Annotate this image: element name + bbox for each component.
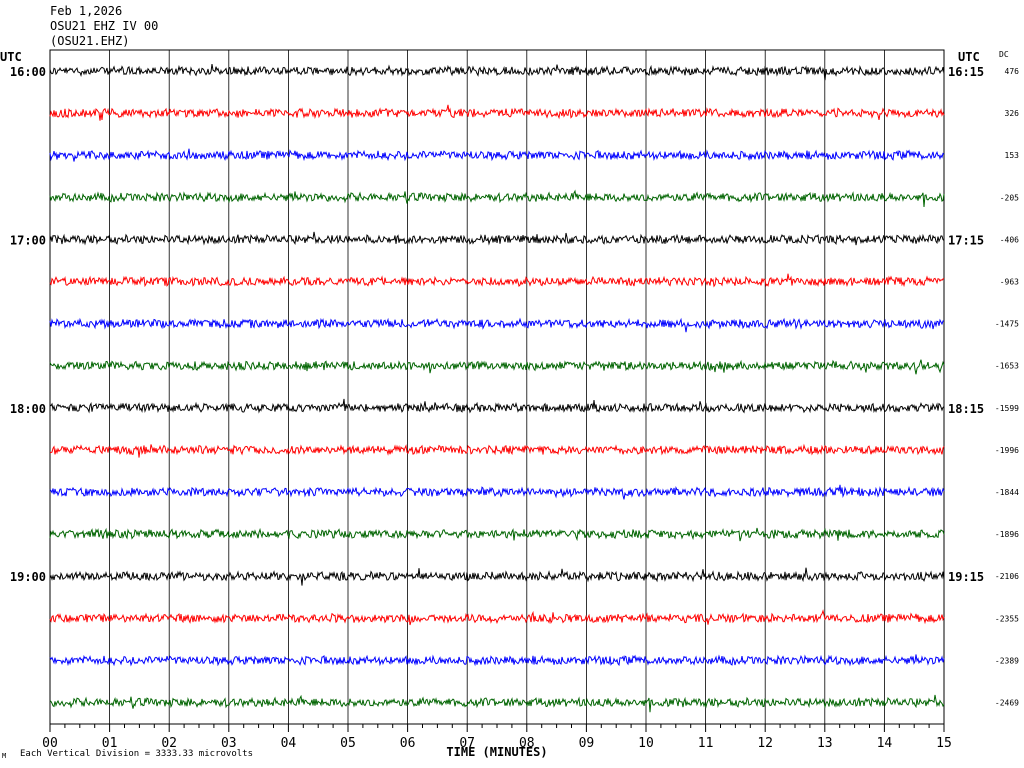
dc-offset-label: -2355 <box>995 614 1019 623</box>
right-utc-label: UTC <box>958 50 980 64</box>
trace-6 <box>49 273 945 288</box>
dc-offset-label: -2469 <box>995 699 1019 708</box>
labels: 00 01 02 03 04 05 06 07 08 09 10 11 12 13 14 15 TIME (MI… <box>10 65 1019 759</box>
trace-3 <box>49 148 945 162</box>
trace-13 <box>49 567 945 586</box>
trace-5 <box>49 231 945 246</box>
tick-label-10: 10 <box>638 736 654 751</box>
right-time-label: 19:15 <box>948 570 984 584</box>
x-axis-label: TIME (MINUTES) <box>446 745 547 759</box>
tick-label-01: 01 <box>102 736 118 751</box>
dc-offset-label: -2389 <box>995 656 1019 665</box>
trace-12 <box>49 527 945 542</box>
right-time-label: 16:15 <box>948 65 984 79</box>
dc-offset-label: 153 <box>1005 151 1020 160</box>
traces <box>49 64 945 713</box>
tick-label-15: 15 <box>936 736 952 751</box>
trace-16 <box>49 694 945 713</box>
tick-label-14: 14 <box>877 736 893 751</box>
trace-4 <box>49 189 945 208</box>
tick-label-06: 06 <box>400 736 416 751</box>
dc-offset-label: -2106 <box>995 572 1019 581</box>
trace-2 <box>49 104 945 121</box>
left-time-label: 17:00 <box>10 233 46 247</box>
footer-note: Each Vertical Division = 3333.33 microvo… <box>20 749 253 759</box>
trace-14 <box>49 609 945 626</box>
dc-offset-label: -963 <box>1000 278 1019 287</box>
dc-offset-label: -1599 <box>995 404 1019 413</box>
tick-label-08: 08 <box>519 736 535 751</box>
header-station: OSU21 EHZ IV 00 <box>50 19 159 33</box>
trace-1 <box>49 64 945 81</box>
dc-offset-label: -406 <box>1000 235 1019 244</box>
tick-label-07: 07 <box>459 736 475 751</box>
header-date: Feb 1,2026 <box>50 4 123 18</box>
trace-10 <box>49 443 945 458</box>
dc-label: DC <box>999 50 1009 59</box>
grid <box>49 49 945 732</box>
dc-offset-label: -1653 <box>995 362 1019 371</box>
left-utc-label: UTC <box>0 50 22 64</box>
trace-7 <box>49 317 945 333</box>
header-channel: (OSU21.EHZ) <box>50 34 130 48</box>
tick-label-09: 09 <box>579 736 595 751</box>
dc-offset-label: -1475 <box>995 320 1019 329</box>
tick-label-03: 03 <box>221 736 237 751</box>
trace-8 <box>49 359 945 375</box>
dc-offset-label: -1844 <box>995 488 1019 497</box>
right-time-label: 17:15 <box>948 233 984 247</box>
left-time-label: 16:00 <box>10 65 46 79</box>
trace-11 <box>49 484 945 500</box>
left-time-label: 19:00 <box>10 570 46 584</box>
left-time-label: 18:00 <box>10 402 46 416</box>
footer-mark: M <box>2 752 7 760</box>
right-time-label: 18:15 <box>948 402 984 416</box>
dc-offset-label: -205 <box>1000 193 1019 202</box>
tick-label-04: 04 <box>281 736 297 751</box>
tick-label-12: 12 <box>757 736 773 751</box>
tick-label-13: 13 <box>817 736 833 751</box>
dc-offset-label: -1996 <box>995 446 1019 455</box>
tick-label-00: 00 <box>42 736 58 751</box>
trace-9 <box>49 398 945 414</box>
tick-label-11: 11 <box>698 736 714 751</box>
tick-label-02: 02 <box>161 736 177 751</box>
dc-offset-label: -1896 <box>995 530 1019 539</box>
dc-offset-label: 476 <box>1005 67 1020 76</box>
dc-offset-label: 326 <box>1005 109 1020 118</box>
trace-15 <box>49 654 945 667</box>
tick-label-05: 05 <box>340 736 356 751</box>
